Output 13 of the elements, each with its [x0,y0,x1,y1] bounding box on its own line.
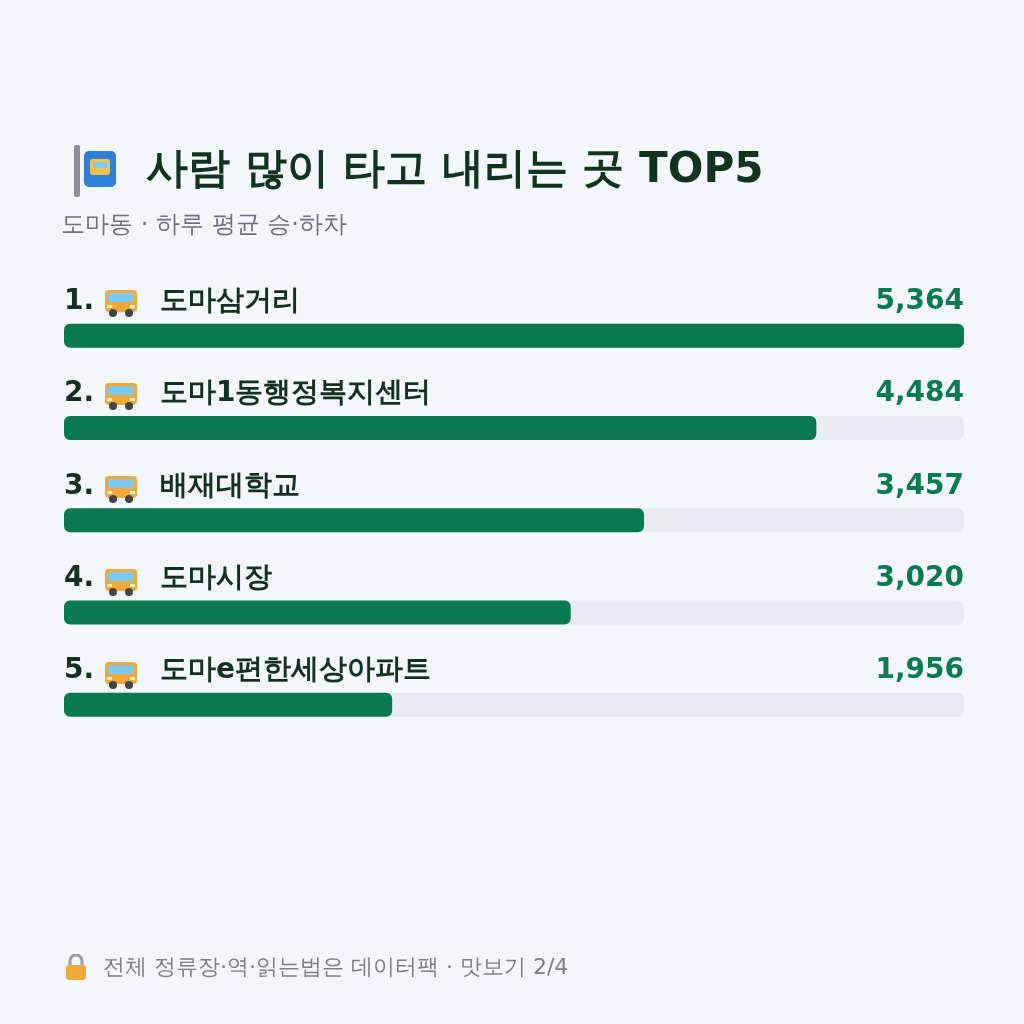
data-label: 5,364 [875,283,964,317]
data-label: 4,484 [875,375,964,409]
category-label: 5. 도마e편한세상아파트 [64,652,431,686]
category-label: 4. 도마시장 [64,560,272,594]
data-label: 1,956 [875,652,964,686]
chart-subtitle: 도마동 · 하루 평균 승·하차 [61,209,347,240]
chart-title: 사람 많이 타고 내리는 곳 TOP5 [146,142,764,194]
category-label: 2. 도마1동행정복지센터 [64,375,432,409]
category-label: 1. 도마삼거리 [64,283,300,317]
data-label: 3,457 [875,467,964,501]
category-label: 3. 배재대학교 [64,467,300,501]
data-label: 3,020 [875,560,964,594]
text: 전체 정류장·역·읽는법은 데이터팩 · 맛보기 2/4 [103,953,569,981]
